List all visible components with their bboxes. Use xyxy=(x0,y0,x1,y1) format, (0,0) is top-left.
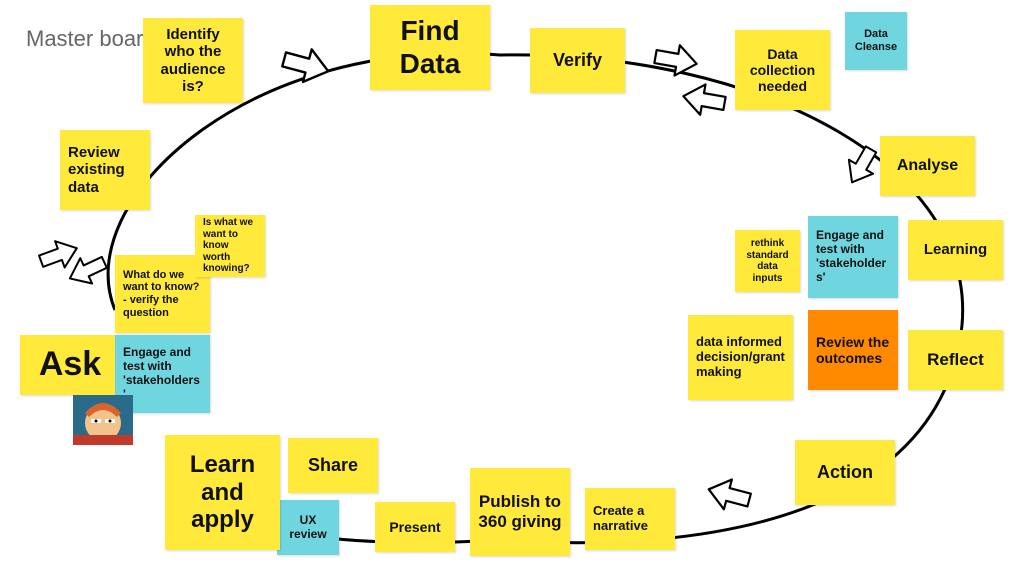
note-review-out[interactable]: Review the outcomes xyxy=(808,310,898,390)
note-publish360[interactable]: Publish to 360 giving xyxy=(470,468,570,556)
arrow-a-l2 xyxy=(677,69,731,126)
note-learning[interactable]: Learning xyxy=(908,220,1003,280)
note-ux-review[interactable]: UX review xyxy=(277,500,339,555)
note-analyse[interactable]: Analyse xyxy=(880,136,975,196)
note-verify[interactable]: Verify xyxy=(530,28,625,93)
note-data-cleanse[interactable]: Data Cleanse xyxy=(845,12,907,70)
arrow-a-l3 xyxy=(701,462,758,522)
note-find-data[interactable]: Find Data xyxy=(370,5,490,90)
note-learn-apply[interactable]: Learn and apply xyxy=(165,435,280,550)
note-rethink[interactable]: rethink standard data inputs xyxy=(735,230,800,292)
board-canvas: Master board Ask Review existing data Iden… xyxy=(0,0,1024,581)
note-review-data[interactable]: Review existing data xyxy=(60,130,150,210)
note-worth-know[interactable]: Is what we want to know worth knowing? xyxy=(195,215,265,277)
board-title: Master board xyxy=(26,26,156,52)
note-share[interactable]: Share xyxy=(288,438,378,493)
note-present[interactable]: Present xyxy=(375,502,455,552)
avatar-placeholder xyxy=(73,395,133,445)
note-identify-aud[interactable]: Identify who the audience is? xyxy=(143,18,243,103)
note-ask[interactable]: Ask xyxy=(20,335,120,395)
note-engage2[interactable]: Engage and test with 'stakeholders' xyxy=(808,216,898,298)
note-reflect[interactable]: Reflect xyxy=(908,330,1003,390)
note-action[interactable]: Action xyxy=(795,440,895,505)
note-data-inf[interactable]: data informed decision/grant making xyxy=(688,315,793,400)
note-create-narr[interactable]: Create a narrative xyxy=(585,488,675,550)
note-data-coll[interactable]: Data collection needed xyxy=(735,30,830,110)
arrow-a-r1 xyxy=(274,36,337,101)
